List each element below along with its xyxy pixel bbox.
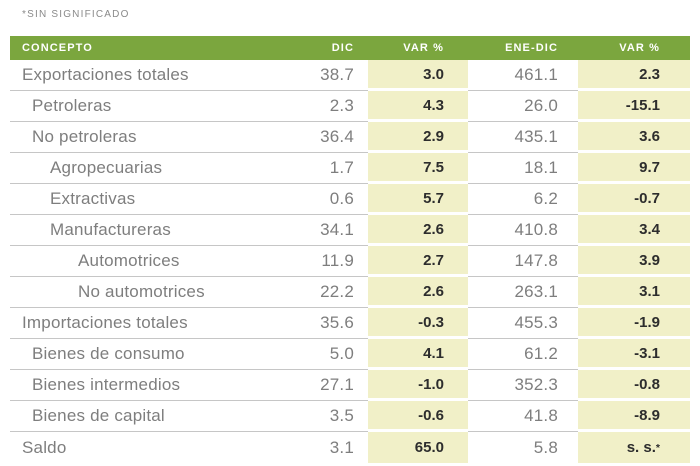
- concepto-cell: Bienes de capital: [10, 401, 268, 432]
- concepto-cell: No automotrices: [10, 277, 268, 308]
- var-ene-dic-cell: -15.1: [578, 91, 690, 122]
- dic-cell: 22.2: [268, 277, 368, 308]
- table-row: Agropecuarias 1.7 7.5 18.1 9.7: [10, 153, 690, 184]
- concepto-cell: Bienes intermedios: [10, 370, 268, 401]
- var-dic-cell: 2.6: [368, 215, 468, 246]
- var-dic-cell: -0.6: [368, 401, 468, 432]
- var-ene-dic-cell: -0.7: [578, 184, 690, 215]
- table-row: Extractivas 0.6 5.7 6.2 -0.7: [10, 184, 690, 215]
- var-ene-dic-cell: -0.8: [578, 370, 690, 401]
- concepto-cell: Manufactureras: [10, 215, 268, 246]
- dic-cell: 3.5: [268, 401, 368, 432]
- var-ene-dic-cell: 3.9: [578, 246, 690, 277]
- ene-dic-cell: 26.0: [468, 91, 578, 122]
- table-row: Bienes intermedios 27.1 -1.0 352.3 -0.8: [10, 370, 690, 401]
- ene-dic-cell: 147.8: [468, 246, 578, 277]
- var-dic-cell: 2.9: [368, 122, 468, 153]
- ene-dic-cell: 18.1: [468, 153, 578, 184]
- header-dic: DIC: [331, 42, 354, 54]
- concepto-cell: Extractivas: [10, 184, 268, 215]
- ene-dic-cell: 6.2: [468, 184, 578, 215]
- var-ene-dic-cell: 2.3: [578, 60, 690, 91]
- var-ene-dic-cell: 9.7: [578, 153, 690, 184]
- dic-cell: 3.1: [329, 437, 354, 457]
- table-row: Exportaciones totales 38.7 3.0 461.1 2.3: [10, 60, 690, 91]
- dic-cell: 35.6: [268, 308, 368, 339]
- asterisk-superscript: *: [655, 441, 660, 454]
- concepto-cell: No petroleras: [10, 122, 268, 153]
- var-dic-cell: 65.0: [368, 432, 468, 463]
- var-ene-dic-cell: -1.9: [578, 308, 690, 339]
- table-body: Exportaciones totales 38.7 3.0 461.1 2.3 Petr…: [10, 60, 690, 463]
- concepto-cell: Automotrices: [10, 246, 268, 277]
- var-dic-cell: 3.0: [368, 60, 468, 91]
- header-concepto: CONCEPTO: [22, 42, 93, 54]
- table-row: Importaciones totales 35.6 -0.3 455.3 -1.9: [10, 308, 690, 339]
- table-row: Petroleras 2.3 4.3 26.0 -15.1: [10, 91, 690, 122]
- var-dic-cell: 2.6: [368, 277, 468, 308]
- ene-dic-cell: 410.8: [468, 215, 578, 246]
- var-dic-cell: 2.7: [368, 246, 468, 277]
- concepto-cell: Agropecuarias: [10, 153, 268, 184]
- ene-dic-cell: 5.8: [533, 437, 558, 457]
- ene-dic-cell: 263.1: [468, 277, 578, 308]
- footnote-sin-significado: *SIN SIGNIFICADO: [22, 9, 130, 20]
- header-var-ene-dic: VAR %: [619, 42, 660, 54]
- concepto-cell: Saldo: [22, 437, 67, 457]
- table-row: No automotrices 22.2 2.6 263.1 3.1: [10, 277, 690, 308]
- var-ene-dic-cell: s. s. *: [578, 432, 690, 463]
- var-dic-cell: 7.5: [368, 153, 468, 184]
- var-ene-dic-cell: 3.1: [578, 277, 690, 308]
- ene-dic-cell: 455.3: [468, 308, 578, 339]
- var-dic-cell: 4.3: [368, 91, 468, 122]
- ene-dic-cell: 61.2: [468, 339, 578, 370]
- header-var-dic: VAR %: [403, 42, 444, 54]
- dic-cell: 11.9: [268, 246, 368, 277]
- concepto-cell: Bienes de consumo: [10, 339, 268, 370]
- table-row: Bienes de capital 3.5 -0.6 41.8 -8.9: [10, 401, 690, 432]
- ene-dic-cell: 41.8: [468, 401, 578, 432]
- var-ene-dic-cell: 3.6: [578, 122, 690, 153]
- header-ene-dic: ENE-DIC: [505, 42, 558, 54]
- table-row: Bienes de consumo 5.0 4.1 61.2 -3.1: [10, 339, 690, 370]
- dic-cell: 27.1: [268, 370, 368, 401]
- table-row: Manufactureras 34.1 2.6 410.8 3.4: [10, 215, 690, 246]
- var-dic-cell: -1.0: [368, 370, 468, 401]
- table-row: Automotrices 11.9 2.7 147.8 3.9: [10, 246, 690, 277]
- ene-dic-cell: 435.1: [468, 122, 578, 153]
- table-row: Saldo 3.1 65.0 5.8 s. s. *: [10, 432, 690, 463]
- dic-cell: 38.7: [268, 60, 368, 91]
- var-dic-cell: 5.7: [368, 184, 468, 215]
- dic-cell: 1.7: [268, 153, 368, 184]
- dic-cell: 34.1: [268, 215, 368, 246]
- var-dic-cell: -0.3: [368, 308, 468, 339]
- var-ene-dic-cell: 3.4: [578, 215, 690, 246]
- dic-cell: 2.3: [268, 91, 368, 122]
- var-ene-dic-cell: -3.1: [578, 339, 690, 370]
- concepto-cell: Petroleras: [10, 91, 268, 122]
- ene-dic-cell: 461.1: [468, 60, 578, 91]
- concepto-cell: Importaciones totales: [10, 308, 268, 339]
- concepto-cell: Exportaciones totales: [10, 60, 268, 91]
- dic-cell: 36.4: [268, 122, 368, 153]
- trade-balance-table: CONCEPTO DIC VAR % ENE-DIC VAR % Exporta…: [10, 36, 690, 463]
- table-row: No petroleras 36.4 2.9 435.1 3.6: [10, 122, 690, 153]
- ene-dic-cell: 352.3: [468, 370, 578, 401]
- dic-cell: 5.0: [268, 339, 368, 370]
- var-dic-cell: 4.1: [368, 339, 468, 370]
- table-header-row: CONCEPTO DIC VAR % ENE-DIC VAR %: [10, 36, 690, 60]
- dic-cell: 0.6: [268, 184, 368, 215]
- var-ene-dic-cell: -8.9: [578, 401, 690, 432]
